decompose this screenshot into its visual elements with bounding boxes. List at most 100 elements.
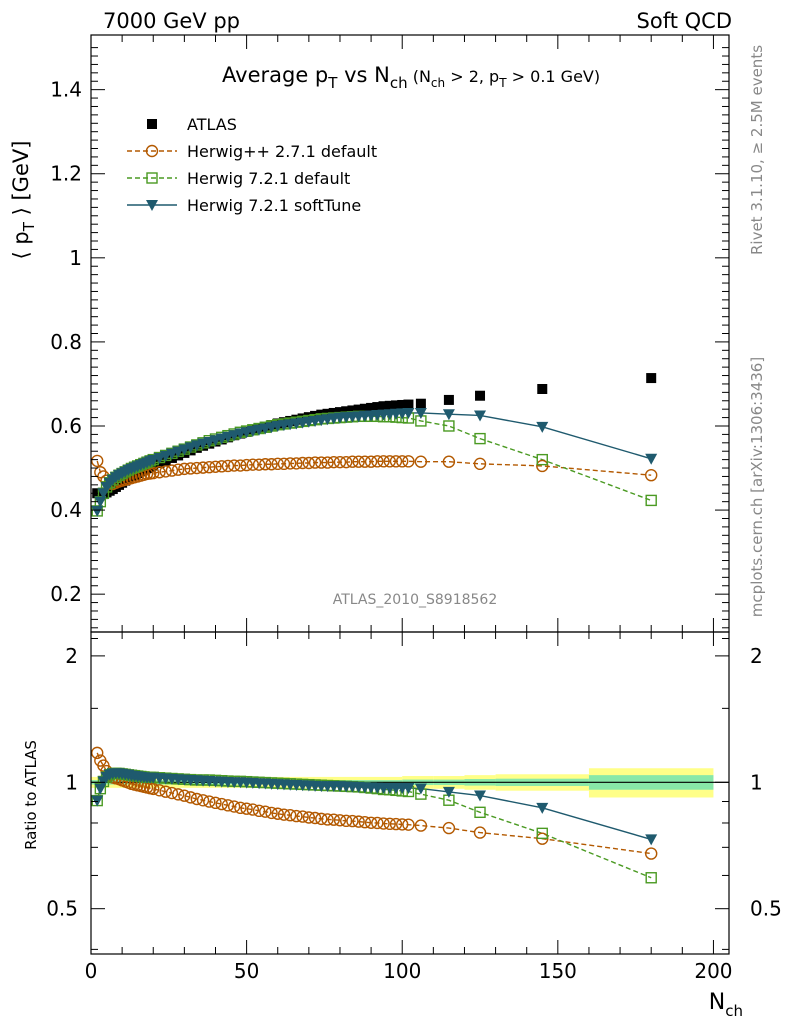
point-herwigpp (296, 456, 309, 470)
point-herwigpp (402, 455, 415, 468)
atlas-point (310, 410, 321, 421)
point-herwigpp (209, 460, 222, 473)
x-tick-label: 50 (234, 959, 259, 983)
ratio-point-herwigpp (277, 808, 291, 821)
ratio-plot-marks (91, 746, 658, 884)
point-herwigpp (414, 455, 428, 468)
atlas-point (316, 409, 327, 420)
ratio-point-herwigpp (234, 801, 247, 815)
ratio-y-tick-label: 0.5 (46, 897, 78, 921)
point-h721 (443, 420, 455, 432)
ratio-point-herwigpp (346, 814, 359, 828)
legend-marker-h721 (146, 172, 158, 184)
ratio-point-soft (402, 782, 415, 794)
ratio-point-h721 (536, 827, 548, 840)
ratio-panel: 0 50 100 150 200 0.5 0.5 1 1 2 2 (46, 631, 782, 983)
y-axis-label: ⟨ pT ⟩ [GeV] (9, 141, 38, 260)
point-herwigpp (308, 456, 322, 469)
ratio-point-herwigpp (209, 796, 222, 810)
analysis-id-label: ATLAS_2010_S8918562 (333, 592, 498, 608)
atlas-point (359, 403, 370, 414)
ratio-point-herwigpp (271, 807, 284, 820)
ratio-y-tick-label: 2 (65, 644, 78, 668)
atlas-point (397, 399, 408, 410)
ratio-point-herwigpp (196, 794, 210, 807)
ratio-point-herwigpp (358, 816, 372, 829)
ratio-point-herwigpp (315, 812, 328, 826)
x-tick-label: 100 (383, 959, 421, 983)
x-tick-label: 150 (539, 959, 577, 983)
ratio-point-herwigpp (308, 811, 322, 825)
ratio-point-herwigpp (327, 813, 340, 826)
ratio-point-herwigpp (364, 816, 378, 829)
ratio-point-herwigpp (283, 808, 297, 822)
point-herwigpp (389, 455, 403, 468)
y-tick-label: 0.8 (50, 330, 82, 354)
atlas-point (537, 383, 548, 394)
point-herwigpp (396, 455, 409, 468)
point-herwigpp (259, 458, 272, 471)
ratio-point-herwigpp (190, 792, 204, 806)
ratio-point-herwigpp (221, 799, 235, 812)
main-axis-ticks: 0.2 0.4 0.6 0.8 1 1.2 1.4 (50, 35, 729, 632)
ratio-y-tick-label: 1 (65, 770, 78, 794)
ratio-point-herwigpp (321, 813, 334, 826)
ratio-point-soft (442, 786, 455, 798)
atlas-point (347, 405, 358, 416)
x-tick-label: 0 (85, 959, 98, 983)
main-plot-marks (91, 373, 658, 517)
ratio-point-herwigpp (165, 786, 179, 800)
point-h721 (536, 453, 548, 466)
point-herwigpp (346, 455, 359, 468)
atlas-point (443, 394, 454, 405)
ratio-y-tick-label-right: 1 (750, 770, 763, 794)
ratio-point-soft (536, 802, 549, 814)
ratio-point-herwigpp (383, 817, 396, 831)
ratio-point-herwigpp (178, 789, 191, 802)
point-herwigpp (333, 455, 347, 469)
ratio-point-herwigpp (296, 810, 309, 823)
atlas-point (378, 401, 389, 412)
point-herwigpp (246, 458, 260, 471)
ratio-point-herwigpp (396, 818, 409, 831)
point-herwigpp (234, 459, 247, 472)
point-herwigpp (196, 461, 210, 474)
header-process-label: Soft QCD (637, 9, 732, 33)
point-herwigpp (215, 460, 228, 473)
point-herwigpp (283, 457, 297, 470)
ratio-point-soft (474, 790, 487, 802)
rivet-version-label: Rivet 3.1.10, ≥ 2.5M events (748, 45, 766, 255)
point-herwigpp (252, 458, 266, 471)
point-herwigpp (536, 459, 549, 473)
ratio-y-tick-label-right: 2 (750, 644, 763, 668)
ratio-point-herwigpp (265, 806, 278, 820)
point-herwigpp (153, 466, 166, 479)
ratio-point-herwigpp (644, 847, 658, 860)
atlas-point (475, 390, 486, 401)
legend-label-soft: Herwig 7.2.1 softTune (187, 196, 361, 215)
atlas-point (341, 406, 352, 417)
point-h721 (645, 494, 657, 507)
ratio-point-herwigpp (371, 816, 384, 830)
point-herwigpp (340, 455, 353, 469)
ratio-point-herwigpp (203, 795, 216, 808)
point-herwigpp (184, 462, 197, 475)
atlas-point (372, 402, 383, 413)
y-tick-label: 0.6 (50, 414, 82, 438)
point-soft (402, 407, 415, 419)
point-herwigpp (327, 455, 340, 469)
point-soft (536, 421, 549, 433)
ratio-point-herwigpp (171, 788, 185, 801)
ratio-line-herwigpp (96, 752, 652, 855)
ratio-point-herwigpp (290, 809, 303, 823)
ratio-point-herwigpp (473, 826, 487, 839)
point-herwigpp (190, 461, 204, 475)
legend-marker-soft (146, 200, 158, 211)
chart-title: Average pT vs Nch (Nch > 2, pT > 0.1 GeV… (222, 63, 600, 92)
x-tick-label: 200 (694, 959, 732, 983)
point-soft (442, 409, 455, 421)
ratio-point-herwigpp (302, 811, 316, 824)
point-herwigpp (277, 457, 291, 471)
ratio-point-h721 (474, 806, 486, 819)
point-herwigpp (271, 457, 284, 471)
